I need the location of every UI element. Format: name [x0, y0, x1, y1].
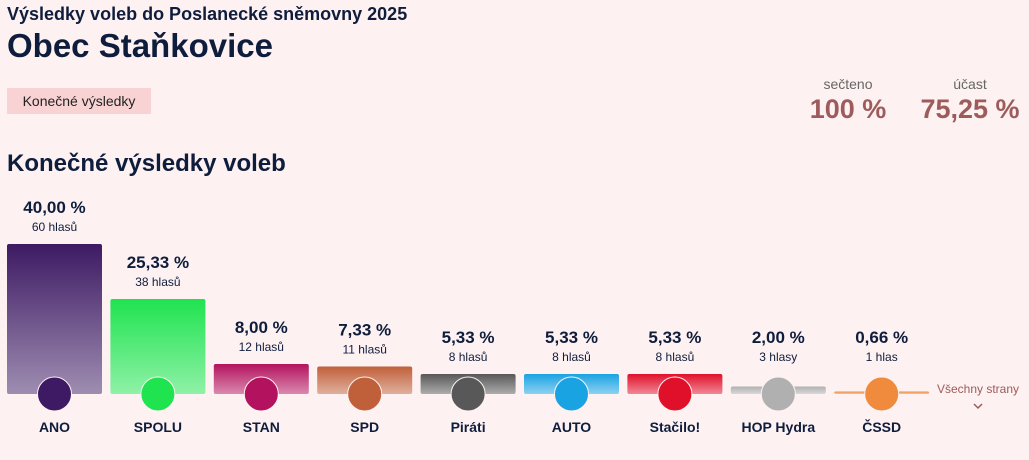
- category-label: STAN: [243, 419, 280, 435]
- party-logo: [760, 376, 796, 412]
- value-label: 5,33 %: [545, 328, 598, 347]
- category-label: ČSSD: [862, 418, 901, 435]
- chart-title: Konečné výsledky voleb: [7, 150, 286, 177]
- stat: sečteno 100 %: [808, 76, 888, 125]
- party-logo: [347, 376, 383, 412]
- party-logo: [864, 376, 900, 412]
- vote-label: 1 hlas: [866, 350, 898, 364]
- stat: účast 75,25 %: [915, 76, 1025, 125]
- stat-label: účast: [953, 76, 987, 92]
- category-label: AUTO: [552, 419, 592, 435]
- bar: [7, 244, 102, 394]
- page-title: Obec Staňkovice: [7, 27, 273, 64]
- value-label: 25,33 %: [127, 253, 189, 272]
- vote-label: 11 hlasů: [342, 343, 386, 357]
- party-logo: [554, 376, 589, 412]
- category-label: Stačilo!: [650, 419, 701, 435]
- party-logo: [140, 376, 176, 412]
- category-label: SPD: [350, 419, 379, 435]
- value-label: 5,33 %: [442, 328, 495, 347]
- more-link[interactable]: Všechny strany: [937, 382, 1019, 396]
- vote-label: 38 hlasů: [135, 275, 180, 289]
- chevron[interactable]: [973, 403, 983, 410]
- party-logo: [37, 376, 72, 412]
- value-label: 8,00 %: [235, 318, 288, 337]
- category-label: HOP Hydra: [741, 419, 815, 435]
- party-logo: [243, 376, 279, 412]
- vote-label: 8 hlasů: [552, 350, 591, 364]
- party-logo: [657, 376, 693, 412]
- vote-label: 8 hlasů: [656, 350, 695, 364]
- bar: [110, 299, 206, 394]
- vote-label: 60 hlasů: [32, 220, 77, 234]
- vote-label: 12 hlasů: [239, 340, 284, 354]
- supertitle: Výsledky voleb do Poslanecké sněmovny 20…: [7, 4, 408, 24]
- party-logo: [450, 376, 486, 412]
- value-label: 2,00 %: [752, 328, 805, 347]
- vote-label: 3 hlasy: [759, 350, 797, 364]
- value-label: 5,33 %: [648, 328, 701, 347]
- stat-value: 100 %: [809, 94, 887, 124]
- value-label: 40,00 %: [23, 198, 85, 217]
- value-label: 0,66 %: [855, 328, 908, 347]
- value-label: 7,33 %: [338, 321, 391, 340]
- stat-label: sečteno: [823, 76, 873, 92]
- category-label: SPOLU: [134, 419, 182, 435]
- category-label: Piráti: [451, 419, 486, 435]
- stat-value: 75,25 %: [920, 94, 1020, 124]
- category-label: ANO: [39, 419, 70, 435]
- vote-label: 8 hlasů: [449, 350, 488, 364]
- status-badge: Konečné výsledky: [7, 88, 151, 114]
